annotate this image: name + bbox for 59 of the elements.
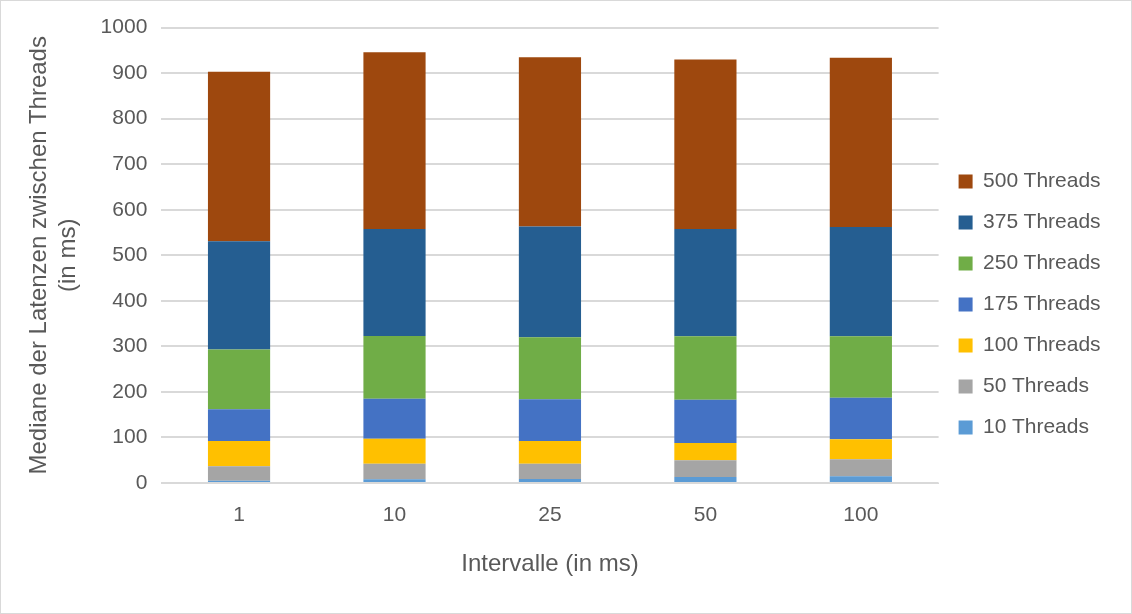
bar <box>829 57 892 228</box>
x-tick-label: 100 <box>843 502 879 526</box>
x-tick-label: 10 <box>382 502 407 526</box>
bar <box>674 228 737 337</box>
y-tick-label: 0 <box>135 469 148 493</box>
y-tick-label: 600 <box>112 196 148 220</box>
y-tick-label: 700 <box>112 151 148 175</box>
legend-label: 50 Threads <box>983 373 1089 397</box>
y-tick-label: 900 <box>112 59 148 83</box>
x-tick-label: 1 <box>233 502 245 526</box>
x-axis-title: Intervalle (in ms) <box>461 549 639 577</box>
legend-label: 10 Threads <box>983 414 1089 438</box>
y-tick-label: 100 <box>112 424 148 448</box>
y-tick-label: 400 <box>112 287 148 311</box>
bar <box>207 441 271 467</box>
bar <box>829 459 892 477</box>
bar <box>363 438 426 464</box>
bar <box>674 477 737 482</box>
bar <box>518 441 582 464</box>
bar <box>674 460 737 478</box>
legend-label: 250 Threads <box>983 250 1101 274</box>
bar <box>518 226 582 338</box>
bar <box>829 476 892 482</box>
y-tick-label: 300 <box>112 333 148 357</box>
legend-label: 175 Threads <box>983 291 1101 315</box>
bar <box>363 463 426 480</box>
bar <box>363 398 426 439</box>
bar <box>674 399 737 443</box>
bar <box>363 52 426 229</box>
bar <box>207 71 271 242</box>
y-tick-label: 200 <box>112 378 148 402</box>
bar <box>207 241 271 350</box>
legend-label: 100 Threads <box>983 332 1101 356</box>
bar <box>674 59 737 229</box>
bar <box>518 478 582 482</box>
y-tick-label: 500 <box>112 242 148 266</box>
bar <box>829 439 892 460</box>
bar <box>207 466 271 481</box>
bar <box>674 442 737 461</box>
x-tick-label: 50 <box>693 502 718 526</box>
bar <box>829 336 892 398</box>
y-tick-label: 1000 <box>100 14 148 38</box>
bar <box>363 335 426 399</box>
bar <box>518 57 582 227</box>
bar <box>518 463 582 479</box>
bar <box>363 479 426 482</box>
bar <box>207 349 271 410</box>
x-tick-label: 25 <box>538 502 562 526</box>
bar <box>674 336 737 400</box>
bar <box>518 399 582 442</box>
bar <box>829 227 892 337</box>
y-axis-title: Mediane der Latenzen zwischen Threads (in ms) <box>24 36 80 475</box>
bar <box>829 397 892 440</box>
y-tick-label: 800 <box>112 105 148 129</box>
legend-label: 375 Threads <box>983 209 1101 233</box>
bar <box>518 337 582 400</box>
legend-label: 500 Threads <box>983 168 1101 192</box>
bar <box>207 409 271 442</box>
bar <box>363 228 426 336</box>
